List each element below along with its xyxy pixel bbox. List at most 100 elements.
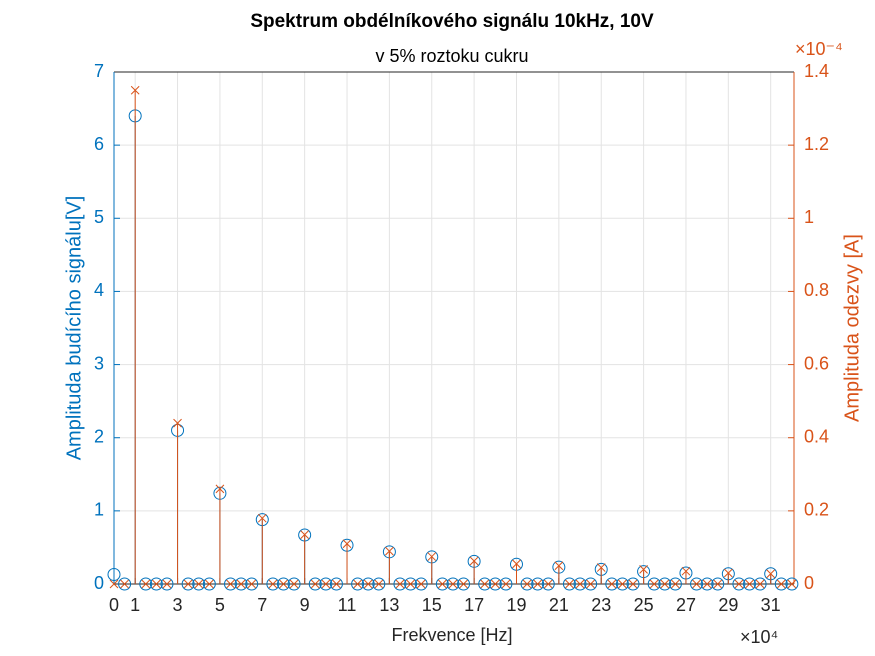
y2-tick-label: 0.2 [804, 500, 829, 520]
marker [374, 579, 384, 589]
marker [457, 577, 471, 591]
marker [363, 579, 373, 589]
marker [139, 577, 153, 591]
marker [395, 579, 405, 589]
marker [215, 484, 225, 494]
marker [499, 577, 513, 591]
x-exponent: ×10⁴ [740, 627, 778, 647]
marker [605, 577, 619, 591]
marker [522, 579, 532, 589]
marker [732, 577, 746, 591]
marker [404, 577, 418, 591]
marker [562, 577, 576, 591]
marker [671, 579, 680, 589]
marker [257, 513, 267, 523]
marker [448, 579, 458, 589]
y-tick-label: 2 [94, 426, 104, 446]
marker [118, 577, 132, 591]
marker [753, 577, 767, 591]
marker [584, 577, 598, 591]
marker [181, 577, 195, 591]
marker [700, 577, 714, 591]
marker [543, 579, 553, 589]
x-tick-label: 1 [130, 595, 140, 615]
marker [573, 577, 587, 591]
marker [162, 579, 172, 589]
x-tick-label: 17 [464, 595, 484, 615]
marker [361, 577, 375, 591]
marker [520, 577, 534, 591]
marker [194, 579, 204, 589]
marker [329, 577, 343, 591]
marker [141, 579, 151, 589]
marker [353, 579, 362, 589]
x-tick-label: 31 [761, 595, 781, 615]
marker [658, 577, 672, 591]
x-tick-label: 0 [109, 595, 119, 615]
y-tick-label: 7 [94, 61, 104, 81]
marker [554, 561, 564, 571]
y2-tick-label: 0.8 [804, 280, 829, 300]
marker [565, 579, 574, 589]
marker [173, 418, 182, 428]
y2-tick-label: 1.2 [804, 134, 829, 154]
marker [618, 579, 627, 589]
marker [289, 579, 299, 589]
marker [668, 577, 682, 591]
marker [541, 577, 555, 591]
marker [437, 579, 447, 589]
y2-tick-label: 0 [804, 573, 814, 593]
marker [300, 530, 310, 539]
marker [478, 577, 492, 591]
marker [308, 577, 322, 591]
marker [596, 563, 606, 572]
marker [276, 577, 290, 591]
x-tick-label: 3 [173, 595, 183, 615]
marker [287, 577, 301, 591]
y2-tick-label: 0.4 [804, 426, 829, 446]
marker [745, 579, 754, 589]
marker [734, 579, 744, 589]
marker [372, 577, 386, 591]
marker [152, 579, 161, 589]
marker [279, 579, 288, 589]
marker [690, 577, 704, 591]
marker [406, 579, 415, 589]
marker [416, 579, 426, 589]
marker [224, 577, 238, 591]
marker [149, 577, 163, 591]
marker [351, 577, 365, 591]
x-tick-label: 15 [422, 595, 442, 615]
marker [385, 546, 394, 556]
marker [435, 577, 449, 591]
marker [681, 566, 691, 576]
marker [160, 577, 174, 591]
marker [130, 85, 140, 95]
x-tick-label: 13 [379, 595, 399, 615]
marker [245, 577, 259, 591]
marker [743, 577, 757, 591]
marker [268, 579, 278, 589]
marker [774, 577, 788, 591]
marker [785, 577, 799, 591]
marker [234, 577, 248, 591]
marker [446, 577, 460, 591]
x-tick-label: 27 [676, 595, 696, 615]
marker [266, 577, 280, 591]
marker [120, 579, 129, 589]
marker [702, 579, 712, 589]
y-tick-label: 5 [94, 207, 104, 227]
chart-subtitle: v 5% roztoku cukru [375, 46, 528, 66]
marker [647, 577, 661, 591]
marker [723, 568, 733, 578]
marker [626, 577, 640, 591]
marker [501, 579, 511, 589]
y2-tick-label: 0.6 [804, 353, 829, 373]
x-tick-label: 9 [300, 595, 310, 615]
marker [575, 579, 585, 589]
y-tick-label: 3 [94, 353, 104, 373]
marker [607, 579, 617, 589]
marker [490, 579, 500, 589]
